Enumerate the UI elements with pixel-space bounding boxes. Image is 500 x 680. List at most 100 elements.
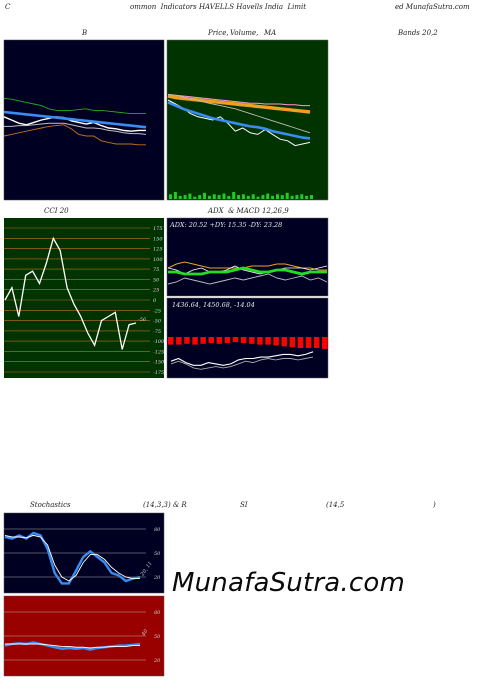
cci-tick-label: -125 — [153, 349, 164, 355]
ma-title: MA — [264, 29, 277, 37]
rsi-series-group — [4, 641, 141, 651]
volume-bar — [256, 196, 260, 199]
cci-panel-bg — [4, 218, 164, 378]
volume-bar — [193, 196, 197, 199]
cci-tick-label: 125 — [153, 247, 163, 253]
volume-bar — [183, 195, 187, 199]
bollinger-lower-band-line — [3, 124, 146, 146]
oscillator-tick-label: 20 — [153, 658, 161, 664]
macd-signal-line — [170, 356, 314, 370]
volume-bar — [295, 195, 299, 199]
macd-histogram-bar — [322, 337, 328, 349]
volume-bar — [178, 195, 182, 199]
volume-bar — [232, 192, 236, 199]
volume-bar — [261, 195, 265, 199]
rsi-signal-line — [5, 643, 140, 649]
rsi-last-value: 40 — [140, 628, 150, 638]
cci-title: CCI 20 — [44, 207, 69, 215]
oscillator-tick-label: 50 — [154, 551, 161, 557]
oscillator-tick-label: 80 — [154, 610, 161, 616]
cci-tick-label: 75 — [153, 267, 159, 273]
macd-histogram-bar — [249, 337, 255, 344]
oscillator-tick-label: 50 — [154, 634, 161, 640]
volume-bar — [276, 194, 279, 199]
rsi-title: SI — [240, 501, 248, 509]
volume-bar — [246, 195, 250, 199]
cci-tick-label: -75 — [153, 329, 161, 335]
stochastics-title: Stochastics — [30, 501, 71, 509]
macd-histogram-bar — [224, 337, 231, 343]
volume-bar — [222, 193, 226, 199]
oscillator-tick-label: 80 — [154, 527, 161, 533]
volume-bar — [310, 195, 313, 199]
header-part-3: ed MunafaSutra.com — [395, 3, 470, 11]
cci-tick-label: 50 — [153, 277, 160, 283]
price-ma-long-line — [167, 94, 311, 114]
cci-tick-label: -100 — [153, 339, 165, 345]
volume-bar — [217, 195, 221, 199]
volume-bar — [237, 195, 241, 199]
bollinger-title: B — [82, 29, 88, 37]
macd-histogram-bar — [208, 337, 214, 343]
macd-histogram-group — [168, 337, 328, 349]
price-title: Price, — [208, 29, 229, 37]
cci-line — [4, 236, 137, 350]
macd-histogram-bar — [184, 337, 190, 344]
macd-histogram-bar — [168, 337, 174, 345]
cci-tick-label: 25 — [152, 288, 159, 294]
oscillator-tick-label: 20 — [153, 575, 161, 581]
cci-tick-label: 175 — [153, 226, 163, 232]
cci-tick-label: 150 — [153, 236, 163, 242]
adx-series-group — [167, 261, 328, 285]
rsi-grid-group: 80 50 20 — [4, 610, 161, 664]
cci-tick-label: 0 — [153, 298, 157, 304]
volume-bar — [290, 195, 294, 199]
adx-panel-bg — [166, 217, 329, 297]
volume-bar — [285, 192, 289, 199]
munafasutra-watermark: MunafaSutra.com — [172, 568, 406, 598]
macd-line — [170, 351, 314, 366]
volume-bar — [212, 194, 216, 199]
stochastics-params: (14,3,3) & R — [143, 501, 187, 509]
volume-bar — [227, 195, 231, 199]
volume-title: Volume, — [230, 29, 259, 37]
volume-bar — [266, 193, 270, 199]
cci-series-group — [4, 236, 137, 350]
cci-tick-label: 100 — [153, 257, 163, 263]
adx-macd-title: ADX & MACD 12,26,9 — [208, 207, 289, 215]
price-series-group — [167, 93, 311, 147]
volume-bar — [188, 193, 192, 199]
macd-panel-bg — [166, 297, 329, 379]
header-part-1: C — [5, 3, 11, 11]
macd-series-group — [170, 351, 314, 370]
volume-bar — [198, 195, 202, 199]
cci-grid-group: 175 150 125 100 75 50 25 0 -25 -50 -75 -100 -125 -150… — [4, 226, 165, 376]
stochastics-series-group — [4, 531, 141, 585]
bollinger-close-line — [3, 116, 146, 132]
cci-tick-label: -50 — [153, 319, 162, 325]
price-ma-short-line — [167, 101, 311, 140]
volume-bar — [251, 194, 255, 199]
volume-bar — [271, 195, 275, 199]
volume-bar — [300, 194, 304, 199]
rsi-params-close: ) — [433, 501, 436, 509]
bands-title: Bands 20,2 — [398, 29, 438, 37]
macd-histogram-bar — [313, 337, 320, 348]
volume-bars-group — [169, 192, 313, 199]
bollinger-upper-band-line — [3, 97, 146, 115]
volume-bar — [207, 195, 211, 199]
stochastics-d-line — [4, 534, 140, 582]
cci-last-value: -56 — [138, 317, 147, 323]
price-close-line — [167, 99, 311, 147]
header-part-2: ommon Indicators HAVELLS Havells India L… — [130, 3, 307, 11]
macd-histogram-bar — [289, 337, 296, 348]
volume-bar — [169, 194, 172, 199]
macd-histogram-bar — [265, 337, 271, 345]
volume-bar — [241, 194, 245, 199]
adx-values: ADX: 20.52 +DY: 15.35 -DY: 23.28 — [169, 221, 282, 229]
bollinger-series-group — [3, 97, 147, 146]
adx-green-line — [168, 266, 327, 276]
volume-bar — [203, 192, 206, 199]
